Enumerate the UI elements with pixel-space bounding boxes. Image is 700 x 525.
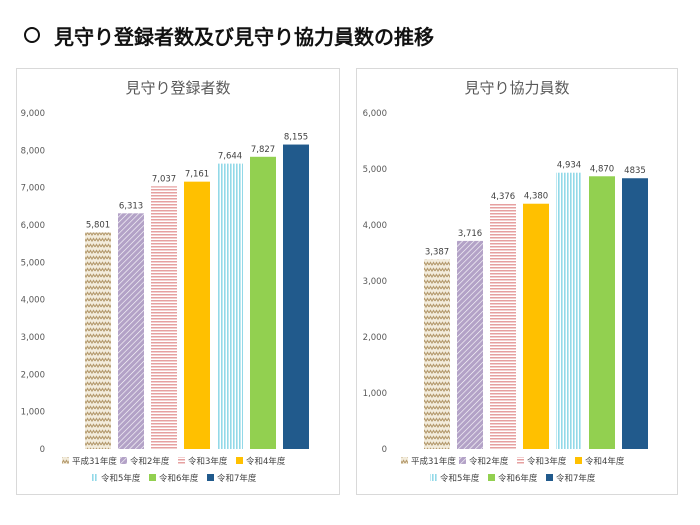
data-label: 8,155 bbox=[284, 133, 308, 143]
legend-swatch bbox=[91, 474, 98, 481]
legend-label: 令和6年度 bbox=[159, 473, 199, 484]
data-label: 4,870 bbox=[590, 164, 614, 174]
legend-swatch bbox=[62, 457, 69, 464]
legend-label: 令和3年度 bbox=[527, 456, 567, 467]
data-label: 4,380 bbox=[524, 192, 548, 202]
legend-swatch bbox=[178, 457, 185, 464]
data-label: 4835 bbox=[624, 166, 646, 176]
bar-令和7年度 bbox=[283, 144, 309, 449]
bar-令和5年度 bbox=[217, 163, 243, 449]
legend-label: 平成31年度 bbox=[72, 456, 117, 467]
legend-swatch bbox=[236, 457, 243, 464]
registrants-chart: 見守り登録者数 0 1,000 2,000 3,000 4,000 5,000 6,000 7,… bbox=[21, 79, 309, 484]
page-title: 見守り登録者数及び見守り協力員数の推移 bbox=[54, 24, 434, 49]
data-label: 7,827 bbox=[251, 145, 275, 155]
bar-令和2年度 bbox=[118, 213, 144, 449]
chart-title: 見守り登録者数 bbox=[125, 79, 230, 97]
bar-令和6年度 bbox=[250, 156, 276, 449]
legend-label: 令和4年度 bbox=[585, 456, 625, 467]
data-label: 3,387 bbox=[425, 247, 449, 257]
chart-title: 見守り協力員数 bbox=[464, 79, 569, 97]
y-tick-label: 1,000 bbox=[21, 408, 45, 418]
legend-swatch bbox=[488, 474, 495, 481]
legend-label: 令和3年度 bbox=[188, 456, 228, 467]
y-tick-label: 5,000 bbox=[21, 258, 45, 268]
bar-令和5年度 bbox=[556, 172, 582, 450]
data-label: 6,313 bbox=[119, 201, 143, 211]
y-tick-label: 8,000 bbox=[21, 146, 45, 156]
legend-swatch bbox=[207, 474, 214, 481]
bar-平成31年度 bbox=[424, 259, 450, 449]
legend-swatch bbox=[575, 457, 582, 464]
legend-swatch bbox=[517, 457, 524, 464]
data-label: 5,801 bbox=[86, 220, 110, 230]
data-label: 7,161 bbox=[185, 170, 209, 180]
y-tick-label: 6,000 bbox=[21, 221, 45, 231]
legend-swatch bbox=[546, 474, 553, 481]
legend-swatch bbox=[401, 457, 408, 464]
y-tick-label: 5,000 bbox=[363, 165, 387, 175]
bar-令和4年度 bbox=[184, 181, 210, 449]
data-label: 3,716 bbox=[458, 229, 482, 239]
legend-swatch bbox=[430, 474, 437, 481]
y-tick-label: 6,000 bbox=[363, 109, 387, 119]
legend-label: 令和2年度 bbox=[469, 456, 509, 467]
y-tick-label: 2,000 bbox=[21, 370, 45, 380]
legend-swatch bbox=[149, 474, 156, 481]
legend-label: 平成31年度 bbox=[411, 456, 456, 467]
y-tick-label: 4,000 bbox=[21, 296, 45, 306]
data-label: 7,037 bbox=[152, 174, 176, 184]
y-tick-label: 9,000 bbox=[21, 109, 45, 119]
data-label: 4,934 bbox=[557, 161, 581, 171]
y-tick-label: 0 bbox=[382, 445, 387, 455]
bar-令和4年度 bbox=[523, 203, 549, 449]
y-tick-label: 1,000 bbox=[363, 389, 387, 399]
bar-令和2年度 bbox=[457, 240, 483, 449]
cooperators-chart: 見守り協力員数 0 1,000 2,000 3,000 4,000 5,000 6,000 3,… bbox=[363, 79, 648, 484]
legend-label: 令和5年度 bbox=[101, 473, 141, 484]
page-heading: 見守り登録者数及び見守り協力員数の推移 bbox=[24, 20, 434, 50]
y-tick-label: 3,000 bbox=[363, 277, 387, 287]
y-tick-label: 2,000 bbox=[363, 333, 387, 343]
legend-label: 令和7年度 bbox=[217, 473, 257, 484]
y-tick-label: 4,000 bbox=[363, 221, 387, 231]
legend-label: 令和4年度 bbox=[246, 456, 286, 467]
legend-swatch bbox=[459, 457, 466, 464]
y-tick-label: 0 bbox=[40, 445, 45, 455]
data-label: 4,376 bbox=[491, 192, 515, 202]
legend-label: 令和7年度 bbox=[556, 473, 596, 484]
legend-label: 令和2年度 bbox=[130, 456, 170, 467]
legend-label: 令和5年度 bbox=[440, 473, 480, 484]
y-tick-label: 7,000 bbox=[21, 184, 45, 194]
legend-swatch bbox=[120, 457, 127, 464]
bar-令和3年度 bbox=[151, 186, 177, 449]
cooperators-chart-panel: 見守り協力員数 0 1,000 2,000 3,000 4,000 5,000 6,000 3,… bbox=[356, 68, 678, 495]
y-tick-label: 3,000 bbox=[21, 333, 45, 343]
bar-令和3年度 bbox=[490, 203, 516, 449]
legend-label: 令和6年度 bbox=[498, 473, 538, 484]
circle-bullet-icon bbox=[24, 27, 40, 43]
data-label: 7,644 bbox=[218, 152, 242, 162]
bar-平成31年度 bbox=[85, 232, 111, 449]
bar-令和6年度 bbox=[589, 176, 615, 449]
bar-令和7年度 bbox=[622, 178, 648, 449]
registrants-chart-panel: 見守り登録者数 0 1,000 2,000 3,000 4,000 5,000 6,000 7,… bbox=[16, 68, 340, 495]
